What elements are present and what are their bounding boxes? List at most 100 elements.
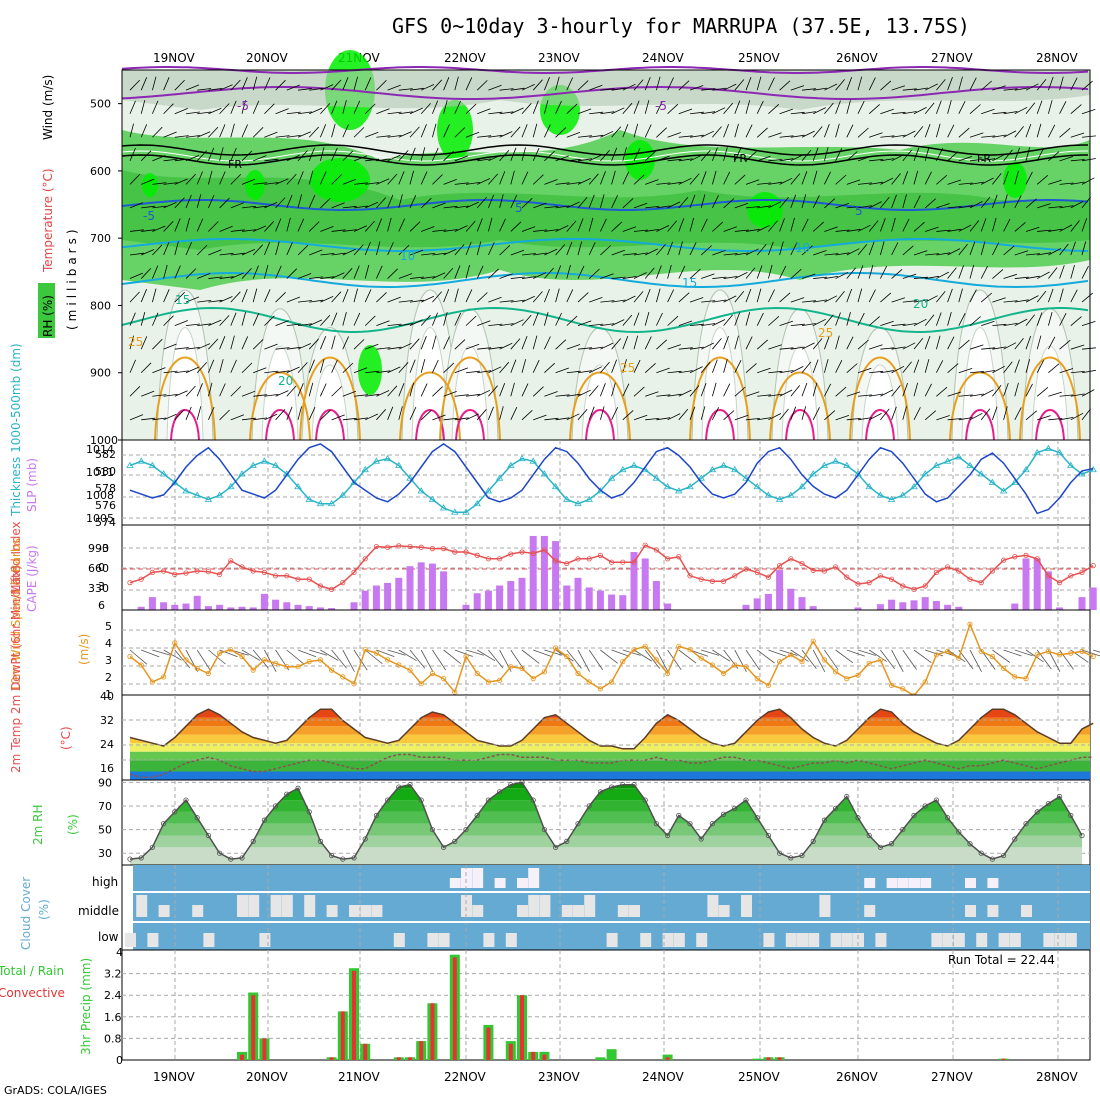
- mid-cloud-block: [326, 905, 338, 917]
- rh-line-point: [1000, 852, 1007, 859]
- li-line-point: [239, 564, 245, 570]
- thickness-line-point: [809, 470, 817, 477]
- li-line-point: [642, 542, 648, 548]
- wind-barb: [1059, 205, 1074, 209]
- wind-barb: [219, 252, 234, 256]
- low-cloud-block: [853, 933, 864, 947]
- precip-tick: 1.6: [104, 1011, 122, 1024]
- wind-barb: [320, 147, 325, 161]
- cape-bar: [507, 581, 515, 610]
- surface-wind-barb: [588, 649, 604, 671]
- wind-barb: [857, 127, 869, 138]
- wind-barb: [1048, 151, 1060, 162]
- wind-speed-line-point: [877, 657, 884, 663]
- wind-barb: [241, 229, 256, 232]
- wind-barb: [309, 88, 324, 91]
- wind-barb: [376, 241, 381, 256]
- li-line-point: [922, 583, 928, 589]
- wind-barb: [768, 264, 773, 279]
- wind-barb: [241, 77, 248, 91]
- wind-barb: [353, 244, 364, 256]
- rh-line-point: [239, 855, 245, 861]
- wind-barb: [398, 362, 409, 373]
- wind-speed-line-point: [217, 650, 223, 656]
- wind-barb: [857, 205, 872, 209]
- temp-30-contour: [785, 409, 815, 441]
- wind-barb: [197, 88, 212, 91]
- rh-line-point: [1068, 812, 1074, 819]
- wind-barb: [947, 418, 962, 421]
- wind-barb: [286, 111, 301, 115]
- wind-barb: [196, 218, 204, 232]
- wind-barb: [230, 252, 245, 256]
- wind-barb: [969, 241, 976, 256]
- li-line-point: [306, 576, 312, 582]
- thickness-line-point: [305, 495, 313, 502]
- low-cloud-block: [797, 933, 808, 947]
- wind-speed-line-point: [642, 643, 648, 649]
- wind-barb: [633, 335, 639, 350]
- wind-barb: [969, 104, 981, 115]
- surface-wind-barb: [241, 649, 261, 661]
- wind-barb: [521, 314, 532, 326]
- wind-barb: [129, 414, 144, 421]
- wind-barb: [286, 323, 301, 327]
- wind-barb: [1081, 321, 1096, 327]
- wind-barb: [790, 154, 804, 162]
- wind-barb: [342, 77, 349, 91]
- wind-barb: [432, 202, 446, 209]
- wind-barb: [533, 229, 548, 232]
- thickness-line-point: [607, 474, 616, 481]
- wind-barb: [577, 218, 584, 232]
- wind-barb: [801, 342, 815, 350]
- rh-line-point: [396, 784, 402, 790]
- temperature-contour: [121, 238, 1089, 252]
- wind-barb: [588, 173, 599, 185]
- slp-tick: 1011: [86, 466, 114, 479]
- wind-barb: [219, 124, 226, 138]
- thickness-line-point: [798, 482, 806, 490]
- wind-barb: [633, 386, 645, 397]
- low-cloud-block: [505, 933, 517, 947]
- wind-barb: [208, 299, 223, 303]
- wind-barb: [813, 250, 827, 256]
- wind-barb: [947, 228, 962, 232]
- wind-barb: [454, 417, 469, 421]
- wind-barb: [857, 417, 872, 421]
- wind-barb: [555, 394, 570, 397]
- wind-barb: [140, 150, 152, 162]
- surface-wind-barb: [745, 649, 760, 671]
- wind-barb: [678, 389, 692, 397]
- wind-barb: [365, 158, 380, 162]
- wind-barb: [365, 343, 379, 350]
- wind-barb: [869, 201, 882, 209]
- cape-bar: [753, 598, 761, 610]
- wind-barb: [1048, 206, 1063, 209]
- wind-barb: [387, 135, 402, 138]
- wind-barb: [857, 312, 865, 326]
- wind-barb: [824, 276, 839, 279]
- wind-barb: [577, 80, 589, 91]
- wind-barb: [857, 339, 869, 350]
- low-cloud-block: [147, 933, 159, 947]
- wind-barb: [409, 221, 421, 232]
- wind-barb: [667, 264, 672, 279]
- wind-barb: [701, 88, 716, 91]
- li-line-point: [340, 579, 346, 586]
- wind-barb: [510, 319, 524, 326]
- li-line-point: [429, 545, 435, 552]
- date-label-top: 26NOV: [836, 51, 878, 65]
- wind-barb: [230, 79, 241, 91]
- wind-barb: [947, 336, 955, 350]
- mid-cloud-block: [987, 905, 999, 917]
- li-line-point: [250, 568, 256, 574]
- wind-barb: [454, 244, 465, 256]
- rh-line-point: [418, 797, 424, 803]
- thickness-line-point: [395, 461, 403, 468]
- wind-speed-line-point: [552, 645, 559, 651]
- wind-barb: [656, 394, 671, 397]
- rh-band: [130, 823, 1082, 836]
- wind-barb: [208, 382, 213, 397]
- wind-barb: [902, 218, 910, 232]
- thickness-tick: 582: [95, 448, 116, 461]
